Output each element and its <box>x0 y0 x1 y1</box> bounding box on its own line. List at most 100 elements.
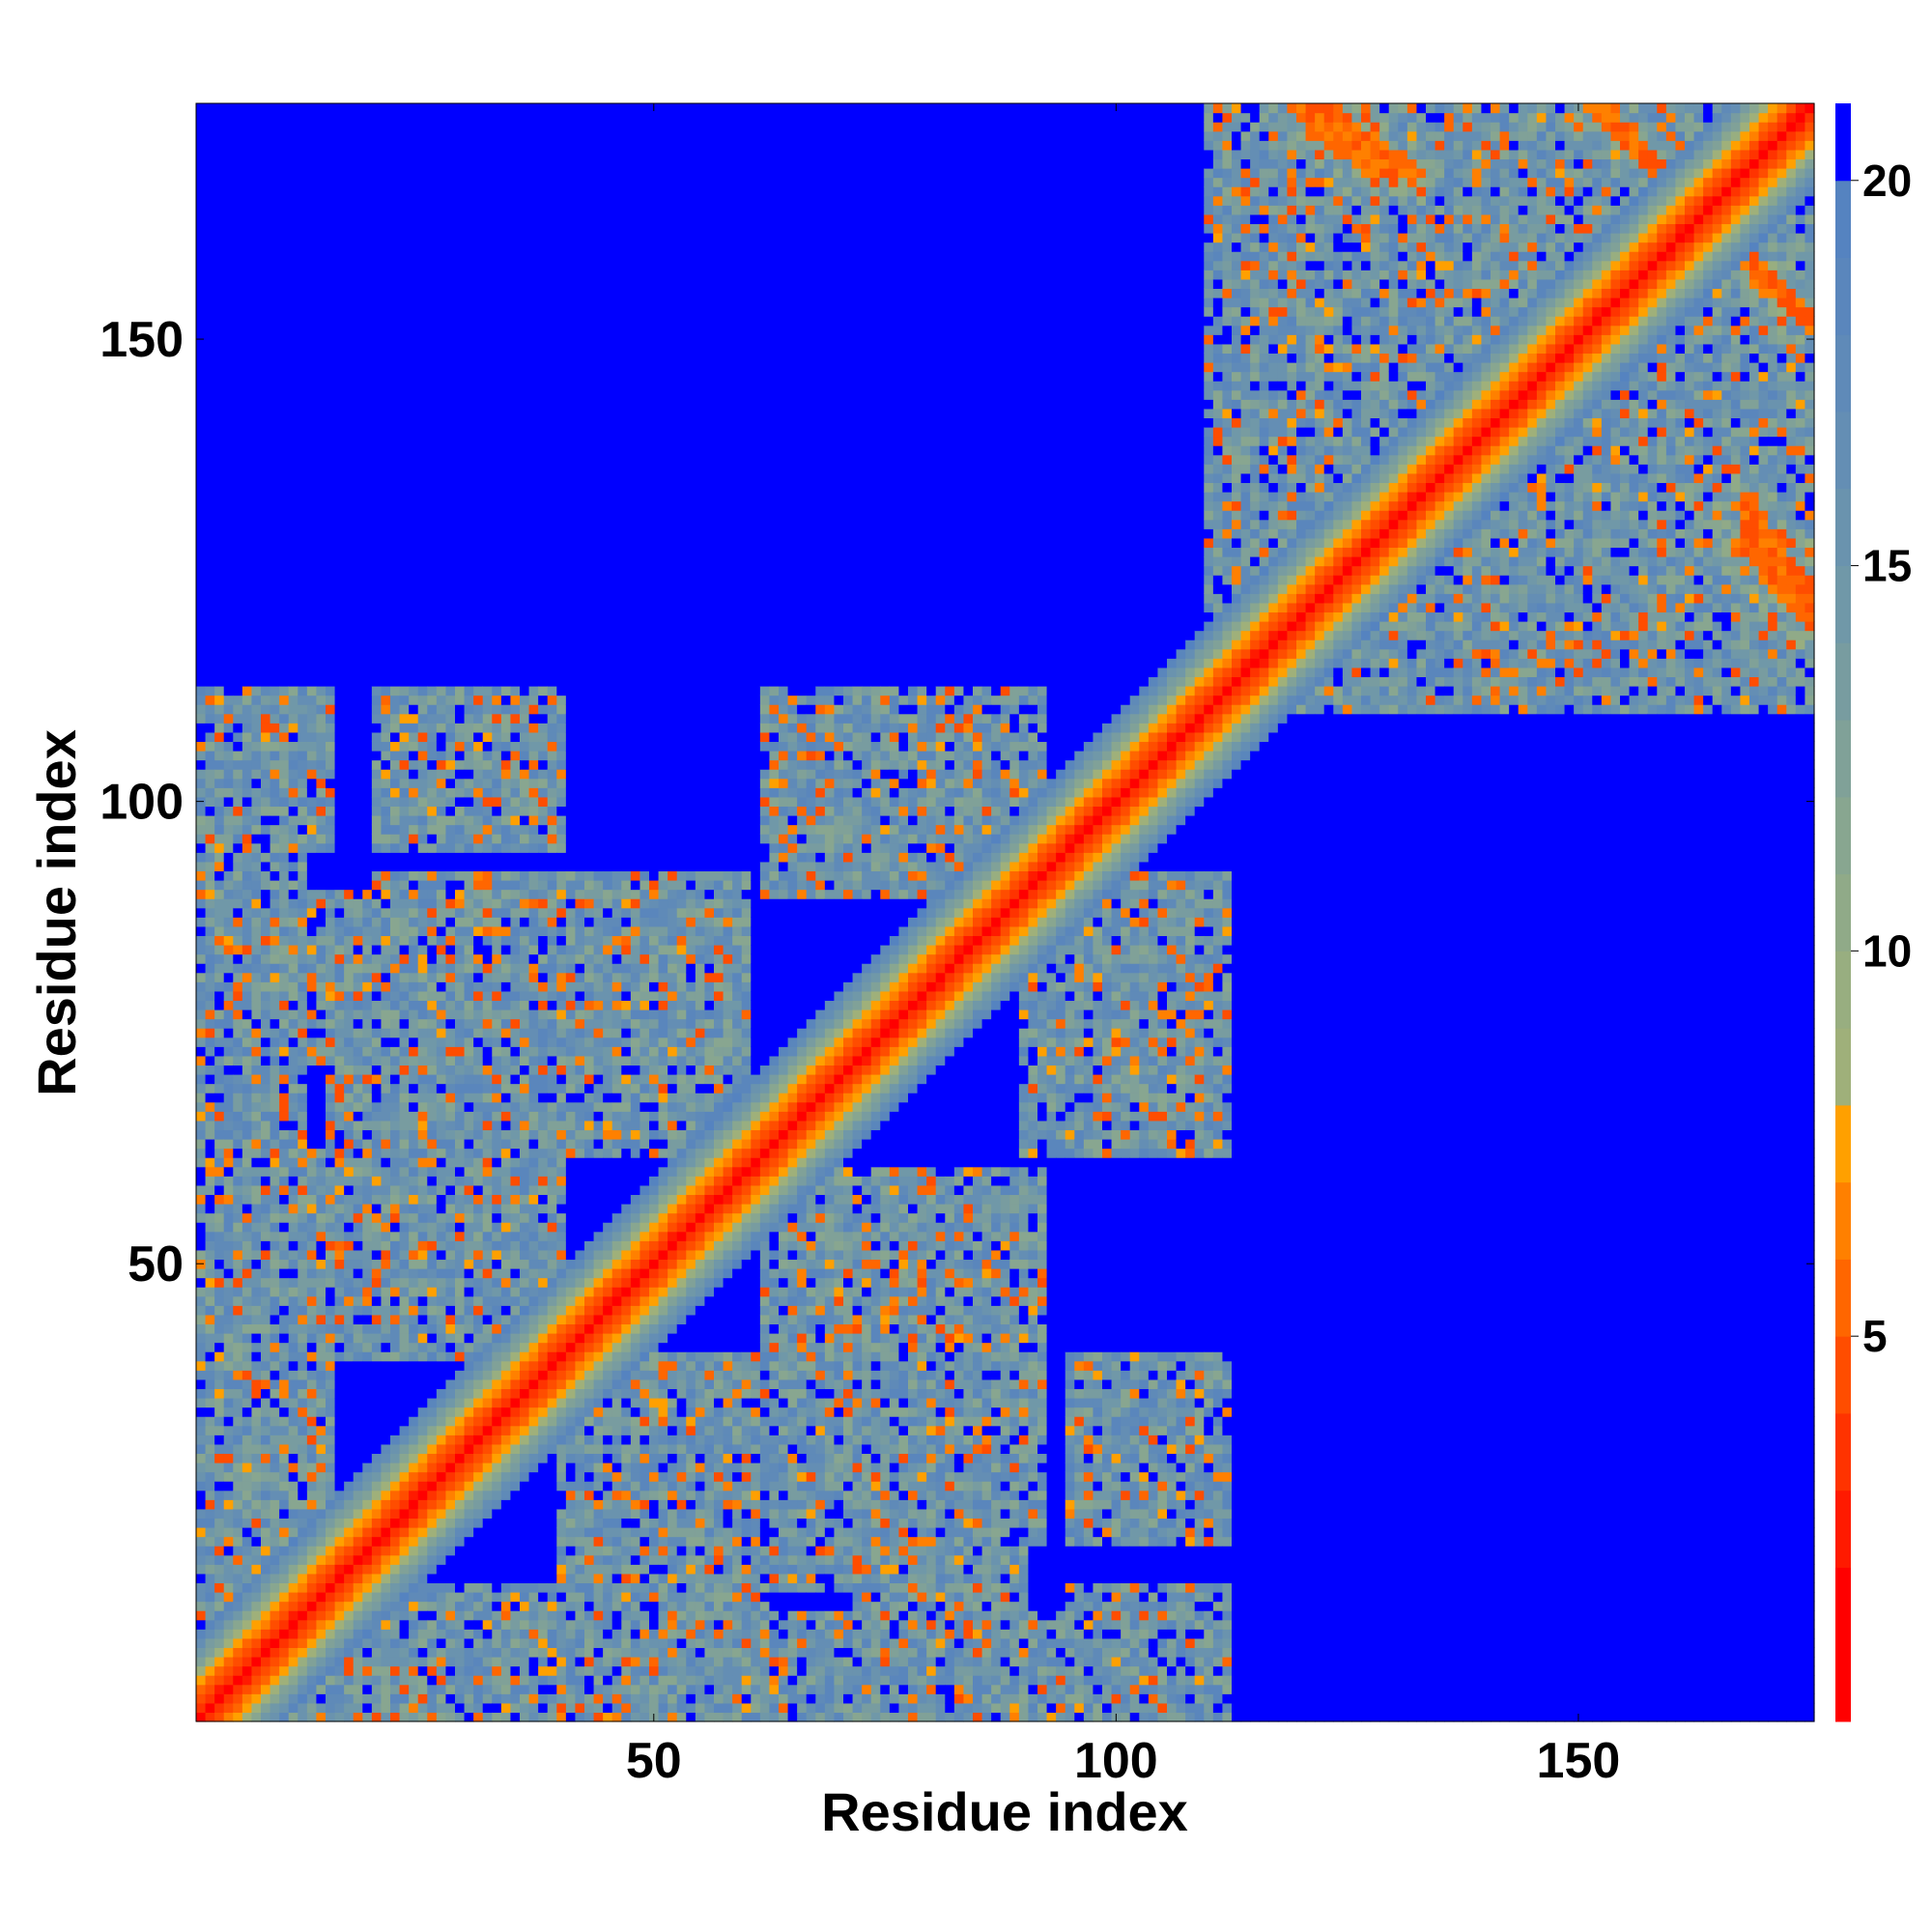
heatmap-cell <box>196 1518 206 1527</box>
heatmap-cell <box>251 1185 261 1195</box>
heatmap-cell <box>214 1323 224 1333</box>
heatmap-cell <box>224 399 234 409</box>
heatmap-cell <box>233 261 242 270</box>
heatmap-cell <box>251 437 261 446</box>
heatmap-cell <box>214 1444 224 1454</box>
heatmap-cell <box>261 288 270 298</box>
heatmap-cell <box>214 140 224 150</box>
heatmap-cell <box>224 1056 234 1065</box>
heatmap-cell <box>224 1176 234 1185</box>
heatmap-cell <box>206 1259 215 1268</box>
heatmap-cell <box>196 205 206 214</box>
heatmap-cell <box>261 1592 270 1602</box>
heatmap-cell <box>251 1629 261 1638</box>
heatmap-cell <box>196 1074 206 1084</box>
heatmap-cell <box>261 1343 270 1352</box>
heatmap-cell <box>206 1647 215 1657</box>
heatmap-cell <box>251 1315 261 1324</box>
heatmap-cell <box>224 1629 234 1638</box>
heatmap-cell <box>251 1370 261 1379</box>
heatmap-cell <box>196 1121 206 1130</box>
heatmap-cell <box>261 242 270 252</box>
heatmap-cell <box>214 1194 224 1204</box>
heatmap-cell <box>224 1685 234 1694</box>
heatmap-cell <box>214 547 224 556</box>
heatmap-cell <box>214 1509 224 1519</box>
heatmap-cell <box>196 158 206 168</box>
heatmap-cell <box>242 723 252 732</box>
heatmap-cell <box>224 1444 234 1454</box>
heatmap-cell <box>251 1037 261 1047</box>
heatmap-cell <box>233 862 242 871</box>
heatmap-cell <box>214 103 224 113</box>
heatmap-cell <box>196 825 206 835</box>
heatmap-cell <box>224 1240 234 1250</box>
heatmap-cell <box>224 1121 234 1130</box>
heatmap-cell <box>224 1610 234 1620</box>
heatmap-cell <box>214 1712 224 1721</box>
heatmap-cell <box>196 973 206 982</box>
heatmap-cell <box>261 704 270 714</box>
heatmap-cell <box>206 1296 215 1306</box>
heatmap-cell <box>270 1416 280 1426</box>
heatmap-cell <box>233 954 242 964</box>
heatmap-cell <box>224 1370 234 1379</box>
heatmap-cell <box>233 593 242 603</box>
heatmap-cell <box>242 122 252 131</box>
heatmap-cell <box>261 1546 270 1555</box>
heatmap-cell <box>251 973 261 982</box>
heatmap-cell <box>261 1157 270 1167</box>
heatmap-cell <box>224 787 234 797</box>
heatmap-cell <box>206 334 215 344</box>
heatmap-cell <box>196 696 206 705</box>
heatmap-cell <box>214 1287 224 1296</box>
heatmap-cell <box>233 455 242 465</box>
heatmap-cell <box>214 862 224 871</box>
heatmap-cell <box>224 631 234 640</box>
heatmap-cell <box>214 566 224 576</box>
heatmap-cell <box>214 1582 224 1592</box>
heatmap-cell <box>233 1009 242 1019</box>
heatmap-cell <box>242 566 252 576</box>
heatmap-cell <box>233 1074 242 1084</box>
heatmap-cell <box>233 1481 242 1491</box>
heatmap-cell <box>261 501 270 511</box>
heatmap-cell <box>214 1268 224 1278</box>
heatmap-cell <box>261 769 270 779</box>
heatmap-cell <box>196 316 206 326</box>
heatmap-cell <box>206 566 215 576</box>
heatmap-cell <box>206 1222 215 1232</box>
heatmap-cell <box>261 649 270 659</box>
heatmap-cell <box>242 399 252 409</box>
heatmap-cell <box>224 704 234 714</box>
heatmap-cell <box>214 1093 224 1102</box>
heatmap-cell <box>206 1250 215 1260</box>
heatmap-cell <box>261 1527 270 1537</box>
heatmap-cell <box>242 528 252 538</box>
heatmap-cell <box>206 1268 215 1278</box>
heatmap-cell <box>206 344 215 354</box>
heatmap-cell <box>206 1416 215 1426</box>
heatmap-cell <box>214 1518 224 1527</box>
heatmap-cell <box>242 649 252 659</box>
heatmap-cell <box>270 1527 280 1537</box>
heatmap-cell <box>196 307 206 317</box>
heatmap-cell <box>251 1435 261 1444</box>
heatmap-cell <box>242 1463 252 1472</box>
heatmap-cell <box>214 658 224 668</box>
heatmap-cell <box>206 1379 215 1389</box>
heatmap-cell <box>261 917 270 926</box>
heatmap-cell <box>261 1693 270 1703</box>
heatmap-cell <box>233 556 242 566</box>
heatmap-cell <box>251 178 261 187</box>
heatmap-cell <box>224 862 234 871</box>
heatmap-cell <box>206 696 215 705</box>
heatmap-cell <box>224 178 234 187</box>
heatmap-cell <box>206 631 215 640</box>
heatmap-cell <box>196 547 206 556</box>
heatmap-cell <box>251 751 261 760</box>
heatmap-cell <box>196 704 206 714</box>
heatmap-cell <box>242 880 252 890</box>
heatmap-cell <box>251 538 261 548</box>
heatmap-cell <box>233 1370 242 1379</box>
